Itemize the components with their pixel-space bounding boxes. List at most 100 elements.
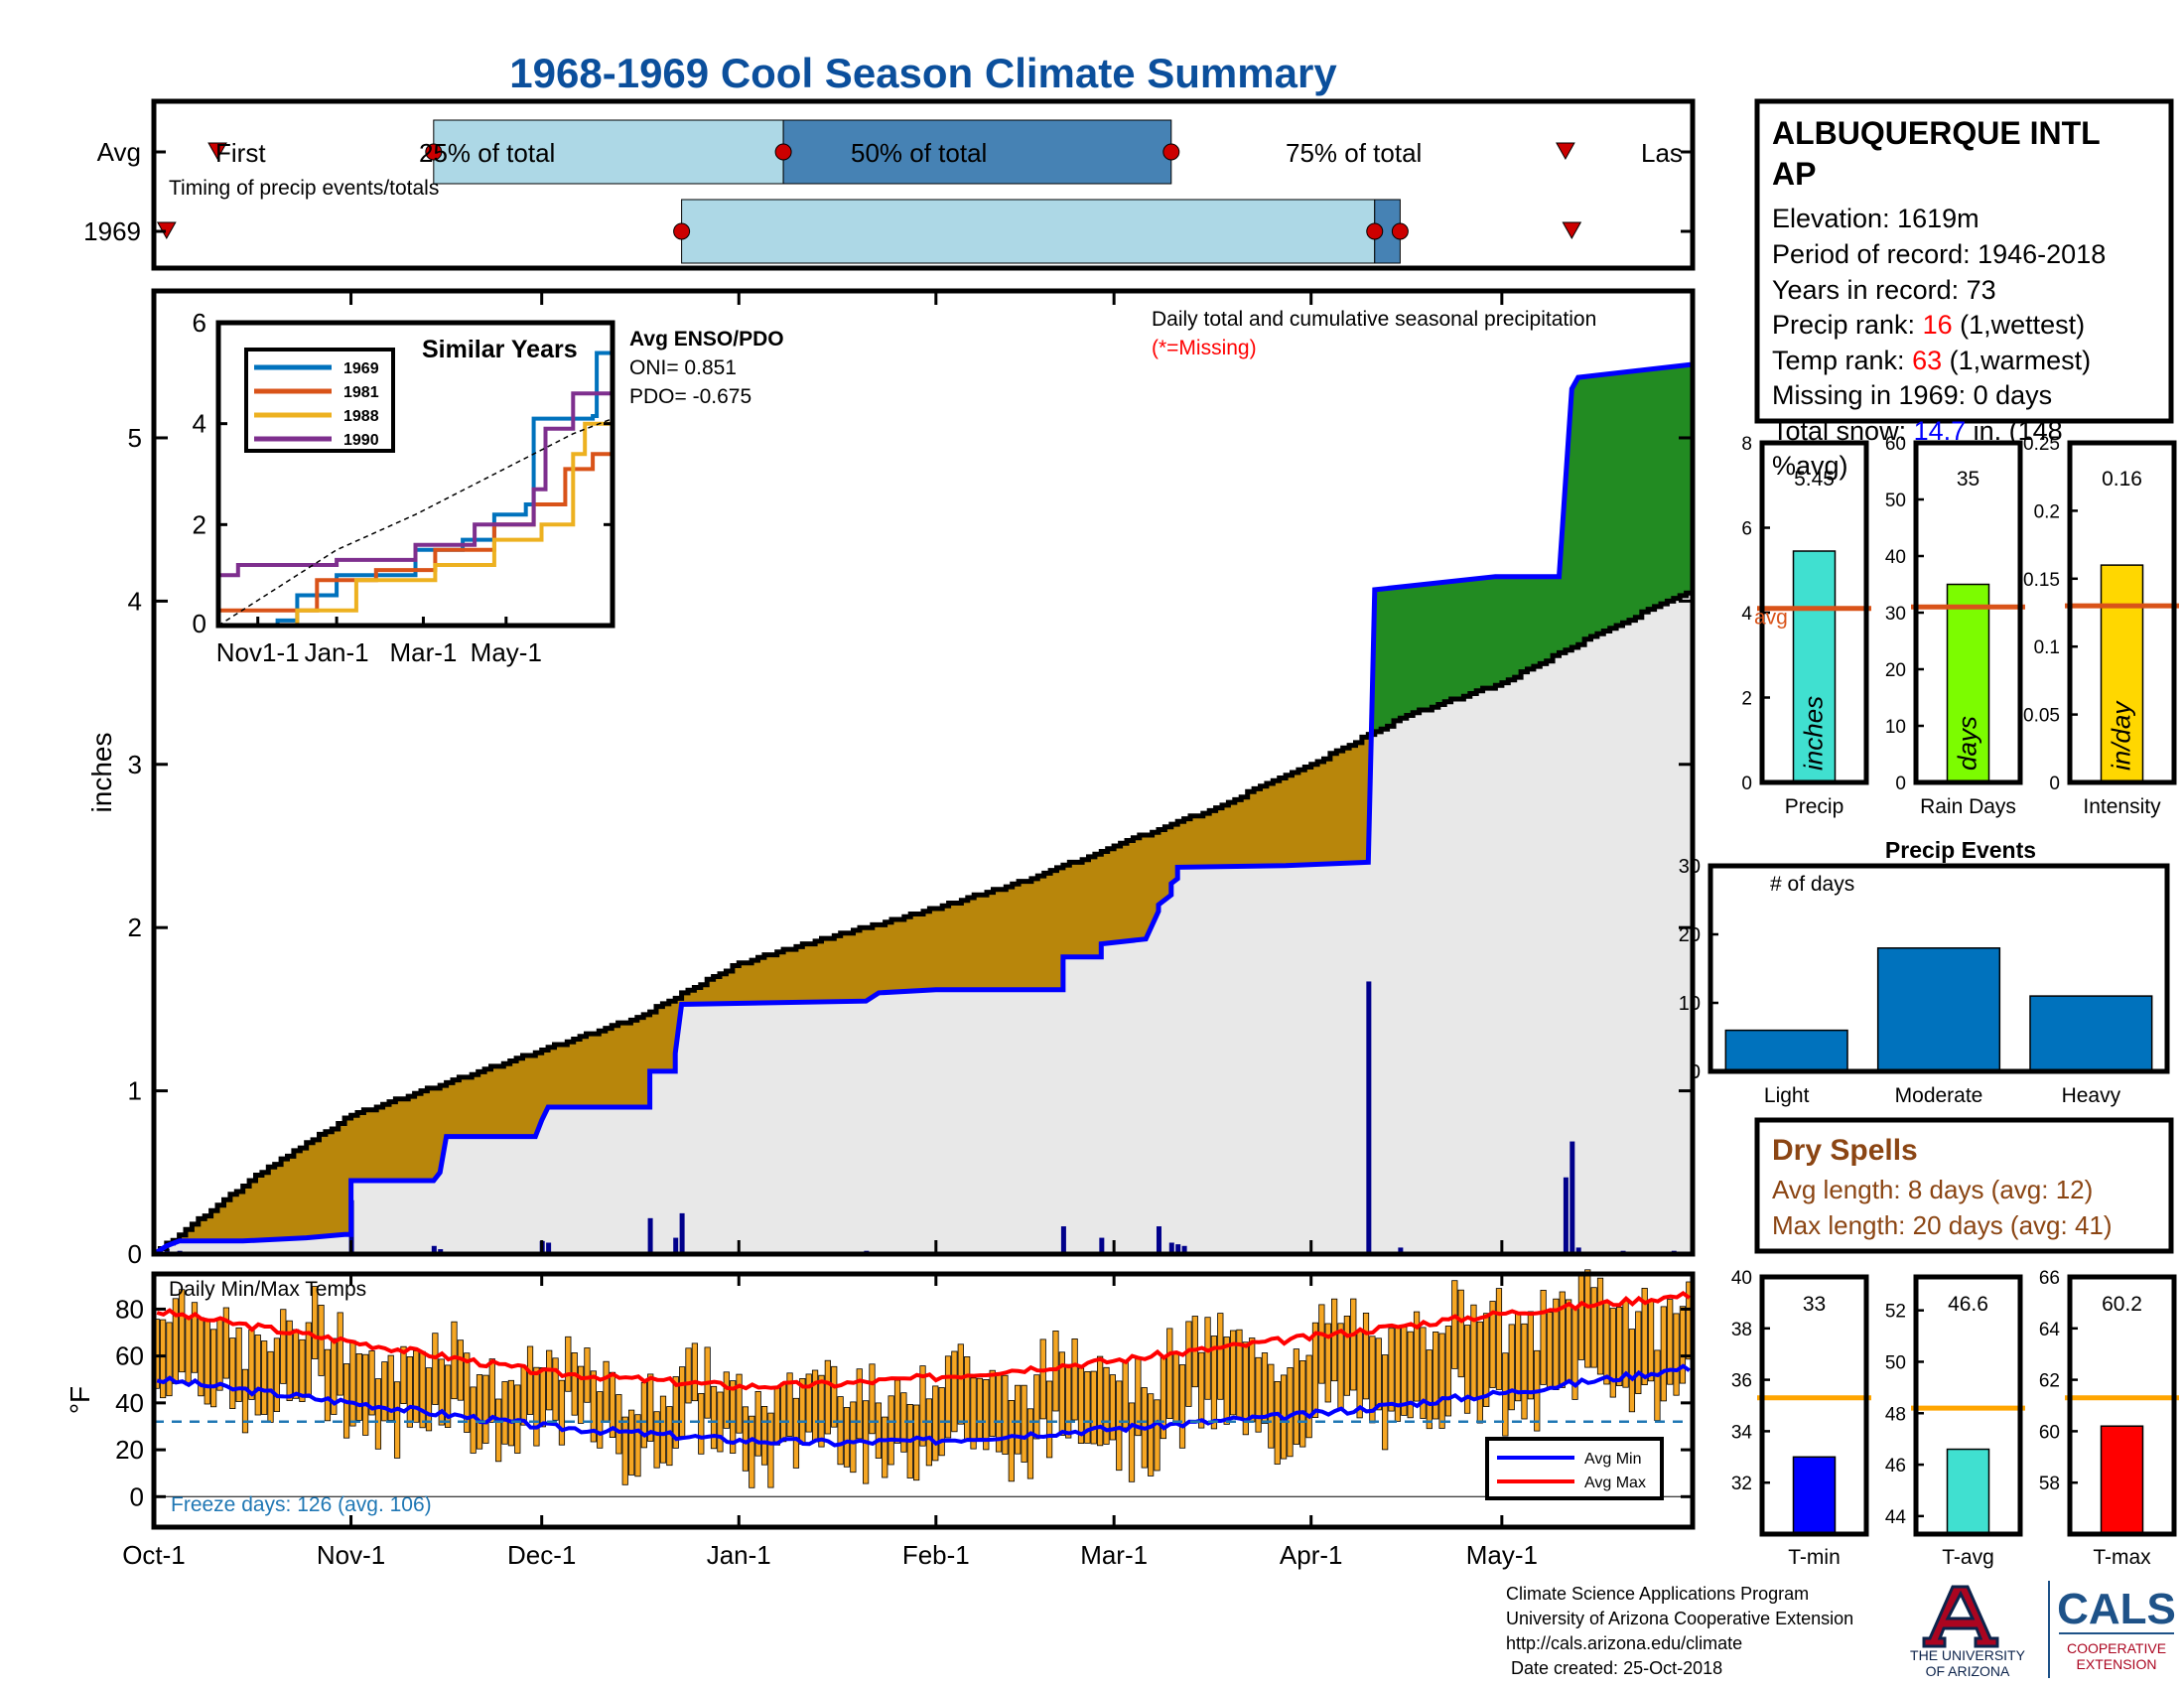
daily-temp-bar (1337, 1323, 1344, 1411)
daily-temp-bar (1527, 1311, 1534, 1400)
daily-temp-bar (1433, 1332, 1439, 1420)
precip-events-bar (1724, 1029, 1848, 1072)
daily-temp-bar (1444, 1326, 1452, 1417)
daily-temp-bar (679, 1366, 686, 1437)
precip-rank-label: Precip rank: (1772, 310, 1923, 340)
precip-panel-2: 35 days Rain Days 0 10 20 30 40 50 60 (1885, 434, 2025, 818)
timing-avg-last-marker (1556, 142, 1575, 161)
daily-temp-bar (1311, 1322, 1319, 1418)
precip-panel-ytick-label: 0 (1741, 774, 1752, 794)
daily-temp-bar (1451, 1280, 1458, 1369)
daily-temp-bar (786, 1372, 793, 1437)
daily-temp-bar (1268, 1363, 1275, 1449)
daily-temp-bar (1135, 1358, 1142, 1437)
daily-temp-bar (736, 1373, 743, 1434)
daily-temp-bar (805, 1373, 812, 1433)
inset-ytick-label: 6 (193, 308, 206, 338)
main-ytick-label: 3 (128, 750, 142, 779)
inset-xtick-label: Jan-1 (305, 637, 369, 667)
timing-1969-q25-q50-bar (681, 199, 1376, 264)
timing-avg-first-marker (207, 142, 227, 161)
daily-temp-bar (951, 1350, 958, 1433)
timing-label-q75: 75% of total (1286, 138, 1422, 168)
daily-temp-bar (235, 1327, 242, 1402)
dry-spells-box: Dry Spells Avg length: 8 days (avg: 12) … (1754, 1117, 2174, 1254)
temp-ytick-label: 60 (115, 1341, 144, 1371)
daily-temp-bar (1508, 1324, 1515, 1411)
daily-temp-bar (1090, 1370, 1097, 1445)
daily-temp-bar (1154, 1399, 1160, 1472)
daily-temp-bar (1261, 1352, 1269, 1424)
station-precip-rank: Precip rank: 16 (1,wettest) (1772, 310, 2085, 340)
daily-temp-bar (730, 1380, 737, 1454)
daily-temp-bar (893, 1379, 901, 1444)
daily-temp-bar (438, 1358, 445, 1426)
precip-panel-ytick-label: 60 (1885, 434, 1906, 455)
daily-temp-bar (1109, 1374, 1116, 1441)
daily-temp-bar (286, 1320, 293, 1401)
daily-temp-bar (318, 1305, 325, 1376)
precip-panel-ytick-label: 2 (1741, 689, 1752, 710)
avg-max-line (156, 1290, 1691, 1391)
daily-temp-bar (944, 1355, 952, 1439)
month-label: Mar-1 (1080, 1540, 1148, 1570)
daily-temp-bar (1249, 1337, 1256, 1423)
daily-temp-bar (1166, 1328, 1173, 1420)
precip-panel-value: 5.45 (1794, 468, 1835, 491)
daily-temp-bar (1596, 1277, 1604, 1375)
daily-temp-bar (1255, 1356, 1262, 1433)
daily-temp-bar (1590, 1287, 1597, 1368)
daily-temp-bar (476, 1374, 483, 1450)
daily-temp-bar (1026, 1408, 1034, 1479)
temp-panel-value: 46.6 (1948, 1293, 1988, 1316)
timing-avg-q75-marker (1162, 143, 1180, 161)
cals-coop-line2: EXTENSION (2077, 1656, 2157, 1672)
daily-temp-bar (742, 1406, 750, 1472)
daily-temp-bar (1654, 1349, 1661, 1422)
daily-temp-bar (362, 1353, 369, 1436)
month-label: May-1 (1466, 1540, 1538, 1570)
daily-temp-bar (470, 1386, 477, 1454)
daily-temp-bar (1647, 1299, 1655, 1382)
main-ylabel: inches (86, 733, 117, 813)
daily-temp-bar (166, 1322, 173, 1397)
daily-temp-bar (1343, 1316, 1351, 1396)
temp-panel-ytick-label: 38 (1731, 1320, 1752, 1340)
daily-temp-bar (1318, 1304, 1325, 1384)
temp-panel-ytick-label: 46 (1885, 1456, 1906, 1477)
daily-temp-bar (355, 1353, 362, 1421)
precip-panel-category: Rain Days (1920, 795, 2016, 818)
daily-temp-bar (1388, 1328, 1395, 1412)
daily-temp-bar (539, 1367, 546, 1428)
dry-spells-title: Dry Spells (1772, 1134, 1918, 1167)
precip-panel-category: Precip (1785, 795, 1844, 818)
events-note: # of days (1770, 873, 1854, 896)
events-ytick-label: 30 (1679, 856, 1701, 878)
temp-panel-category: T-min (1788, 1546, 1841, 1569)
inset-ytick-label: 4 (193, 409, 206, 439)
daily-temp-bar (767, 1412, 774, 1488)
temp-ytick-label: 20 (115, 1435, 144, 1465)
precip-panel-ytick-label: 0 (2049, 774, 2060, 794)
daily-temp-bar (159, 1319, 167, 1399)
daily-temp-bar (1223, 1336, 1230, 1425)
daily-temp-bar (1495, 1288, 1503, 1390)
temp-rank-value: 63 (1912, 346, 1942, 375)
temp-panel-value: 60.2 (2102, 1293, 2142, 1316)
precip-panel-ytick-label: 0.1 (2034, 637, 2060, 658)
daily-temp-bar (1097, 1355, 1104, 1447)
daily-temp-bar (723, 1371, 730, 1429)
daily-temp-bar (406, 1356, 413, 1428)
temp-panel-ytick-label: 66 (2039, 1268, 2060, 1289)
daily-temp-bar (1058, 1351, 1065, 1436)
daily-temp-bar (1185, 1321, 1192, 1407)
temp-panel-ytick-label: 52 (1885, 1302, 1906, 1323)
daily-temp-bar (1438, 1333, 1445, 1429)
daily-temp-bar (488, 1358, 495, 1423)
daily-temp-bar (273, 1337, 281, 1413)
daily-temp-bar (780, 1382, 787, 1443)
dry-spells-avg: Avg length: 8 days (avg: 12) (1772, 1175, 2093, 1204)
timing-avg-q25-q50-bar (433, 119, 784, 185)
